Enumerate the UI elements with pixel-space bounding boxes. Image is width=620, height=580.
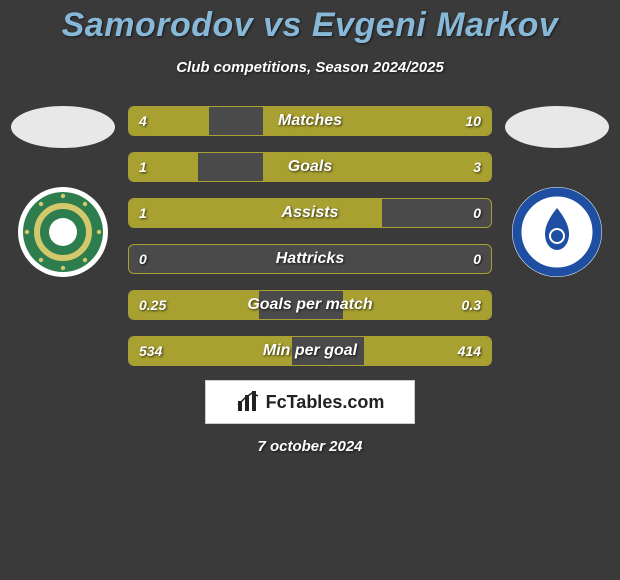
right-player-photo: [505, 106, 609, 148]
stat-bar-left: [129, 199, 382, 227]
logo-text: FcTables.com: [266, 392, 385, 413]
stat-bar-left: [129, 107, 209, 135]
left-player-side: [8, 106, 118, 278]
stat-row: 410Matches: [128, 106, 492, 136]
stat-bar-left: [129, 153, 198, 181]
stat-label: Hattricks: [129, 245, 491, 273]
stat-row: 0.250.3Goals per match: [128, 290, 492, 320]
right-player-side: [502, 106, 612, 278]
fctables-logo[interactable]: FcTables.com: [205, 380, 415, 424]
left-player-photo: [11, 106, 115, 148]
page-title: Samorodov vs Evgeni Markov: [0, 6, 620, 45]
stat-value-left: 0: [139, 245, 147, 273]
stat-value-right: 0: [473, 245, 481, 273]
comparison-card: Samorodov vs Evgeni Markov Club competit…: [0, 0, 620, 455]
stat-bar-left: [129, 337, 292, 365]
stat-row: 534414Min per goal: [128, 336, 492, 366]
stat-bar-left: [129, 291, 259, 319]
stat-row: 0 0Hattricks: [128, 244, 492, 274]
stat-bar-right: [263, 107, 491, 135]
right-club-badge: [511, 186, 603, 278]
bars-icon: [236, 391, 262, 413]
stat-bars: 410Matches13Goals10Assists00Hattricks0.2…: [120, 106, 500, 366]
fakel-badge-icon: [511, 186, 603, 278]
left-club-badge: [17, 186, 109, 278]
stat-row: 10Assists: [128, 198, 492, 228]
date-label: 7 october 2024: [0, 438, 620, 455]
stat-row: 13Goals: [128, 152, 492, 182]
stat-bar-right: [364, 337, 491, 365]
stat-bar-right: [263, 153, 491, 181]
terek-badge-icon: [17, 186, 109, 278]
subtitle: Club competitions, Season 2024/2025: [0, 59, 620, 76]
comparison-body: 410Matches13Goals10Assists00Hattricks0.2…: [0, 106, 620, 366]
stat-bar-right: [343, 291, 491, 319]
stat-value-right: 0: [473, 199, 481, 227]
